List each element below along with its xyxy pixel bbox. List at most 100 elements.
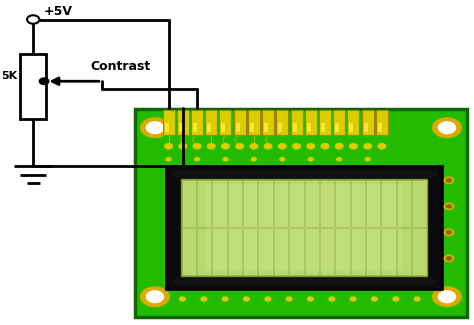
Bar (307, 123, 311, 133)
Circle shape (350, 144, 357, 149)
Circle shape (201, 297, 207, 301)
Bar (181, 179, 427, 276)
Bar (274, 228, 288, 275)
Bar (382, 228, 396, 275)
Bar (262, 111, 274, 135)
Bar (292, 123, 297, 133)
Circle shape (447, 231, 451, 234)
Bar (378, 123, 382, 133)
Bar (228, 180, 242, 227)
Bar (164, 123, 169, 133)
Circle shape (323, 145, 327, 148)
Circle shape (444, 177, 454, 184)
Circle shape (366, 145, 370, 148)
Circle shape (252, 145, 256, 148)
Bar (366, 180, 381, 227)
Circle shape (438, 291, 456, 303)
Circle shape (307, 144, 315, 149)
Bar (333, 111, 345, 135)
Bar (320, 228, 334, 275)
Circle shape (364, 144, 372, 149)
Bar (274, 180, 288, 227)
Circle shape (39, 78, 49, 84)
Circle shape (352, 145, 356, 148)
Bar (163, 111, 174, 135)
Circle shape (337, 158, 342, 161)
Circle shape (321, 144, 329, 149)
Circle shape (380, 145, 384, 148)
Circle shape (438, 122, 456, 134)
Bar (321, 123, 325, 133)
Circle shape (280, 158, 285, 161)
Circle shape (433, 118, 461, 137)
Bar (243, 180, 257, 227)
Circle shape (238, 145, 242, 148)
Bar (179, 123, 183, 133)
Bar (206, 184, 402, 271)
Circle shape (308, 297, 313, 301)
Bar (212, 180, 227, 227)
Circle shape (222, 297, 228, 301)
Bar (172, 170, 437, 176)
Bar (166, 166, 442, 289)
Circle shape (378, 144, 386, 149)
Bar (304, 228, 319, 275)
Bar (207, 123, 211, 133)
Circle shape (195, 145, 199, 148)
Bar (412, 228, 427, 275)
Bar (177, 111, 189, 135)
Bar (349, 123, 354, 133)
Bar (289, 180, 303, 227)
Text: Contrast: Contrast (90, 60, 150, 73)
Circle shape (309, 158, 313, 161)
Bar (362, 111, 374, 135)
Bar (197, 180, 211, 227)
Circle shape (266, 145, 270, 148)
Bar (276, 111, 288, 135)
Bar (351, 228, 365, 275)
Bar (305, 111, 317, 135)
Circle shape (179, 144, 187, 149)
Circle shape (252, 158, 256, 161)
Circle shape (27, 15, 39, 24)
Bar (258, 180, 273, 227)
Bar (197, 228, 211, 275)
Bar (191, 111, 203, 135)
Circle shape (167, 145, 171, 148)
Bar (182, 180, 196, 227)
Circle shape (181, 145, 185, 148)
Circle shape (193, 144, 201, 149)
Bar (193, 123, 197, 133)
Bar (250, 123, 254, 133)
Bar (364, 123, 368, 133)
Circle shape (165, 144, 173, 149)
Circle shape (195, 158, 200, 161)
Circle shape (309, 145, 313, 148)
Bar (335, 228, 350, 275)
Bar (234, 111, 246, 135)
Circle shape (414, 297, 420, 301)
Circle shape (433, 287, 461, 306)
Circle shape (393, 297, 399, 301)
Circle shape (295, 145, 299, 148)
Circle shape (146, 291, 164, 303)
Bar (219, 111, 231, 135)
Circle shape (447, 257, 451, 260)
Circle shape (350, 297, 356, 301)
Circle shape (444, 255, 454, 262)
Bar (205, 111, 217, 135)
Circle shape (141, 287, 169, 306)
Circle shape (365, 158, 370, 161)
Circle shape (293, 144, 301, 149)
Bar (258, 228, 273, 275)
Bar (366, 228, 381, 275)
Circle shape (336, 144, 343, 149)
Circle shape (166, 158, 171, 161)
Circle shape (141, 118, 169, 137)
Circle shape (444, 203, 454, 210)
Bar (376, 111, 388, 135)
Bar (397, 180, 411, 227)
Bar (278, 123, 283, 133)
Bar (175, 172, 433, 178)
Bar (289, 228, 303, 275)
